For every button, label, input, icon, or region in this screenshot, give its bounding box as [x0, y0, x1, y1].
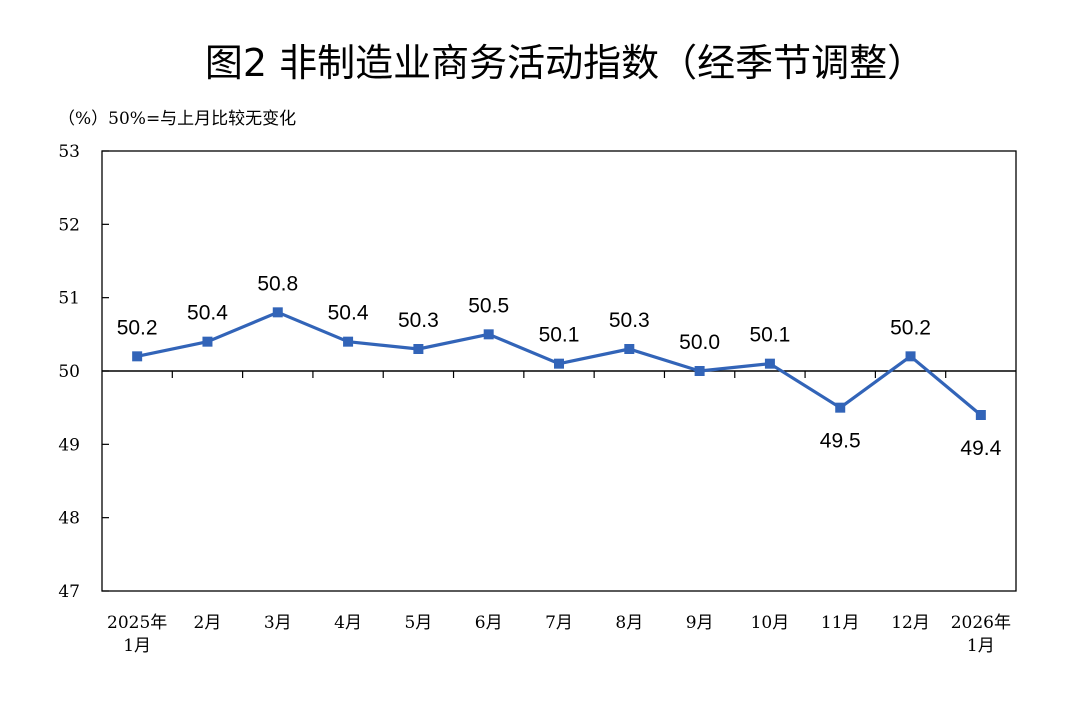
data-point-marker [835, 402, 846, 413]
data-point-marker [202, 336, 213, 347]
unit-note: （%）50%=与上月比较无变化 [58, 109, 296, 129]
y-tick-label: 48 [58, 509, 80, 529]
x-tick-label: 9月 [686, 613, 714, 633]
y-tick-label: 47 [58, 582, 80, 602]
data-label: 50.1 [539, 324, 580, 347]
data-labels: 50.2 50.4 50.8 50.4 50.3 50.5 50.1 50.3 50.0 50.1… [117, 272, 1002, 460]
y-tick-label: 53 [58, 142, 80, 162]
x-tick-label: 11月 [821, 613, 860, 633]
data-point-marker [132, 351, 143, 362]
x-tick-label: 3月 [264, 613, 292, 633]
data-label: 49.4 [960, 437, 1001, 460]
y-axis: 47 48 49 50 51 52 53 [58, 142, 109, 602]
data-label: 49.5 [820, 430, 861, 453]
x-tick-label: 10月 [751, 613, 790, 633]
data-point-marker [413, 344, 424, 354]
data-label: 50.2 [117, 316, 158, 339]
data-label: 50.5 [468, 294, 509, 317]
data-point-marker [694, 366, 705, 376]
markers [132, 307, 986, 420]
data-point-marker [483, 329, 494, 340]
data-point-marker [272, 307, 283, 318]
data-label: 50.3 [609, 309, 650, 332]
chart-title: 图2 非制造业商务活动指数（经季节调整） [205, 41, 925, 85]
y-tick-label: 49 [58, 435, 80, 455]
x-tick-label: 7月 [545, 613, 573, 633]
data-point-marker [554, 358, 564, 369]
x-tick-label: 4月 [334, 613, 362, 633]
y-tick-label: 52 [58, 215, 80, 235]
y-tick-label: 51 [58, 289, 80, 309]
data-label: 50.1 [749, 324, 790, 347]
data-label: 50.0 [679, 331, 720, 354]
data-label: 50.2 [890, 316, 931, 339]
x-tick-label: 2月 [194, 613, 222, 633]
data-point-marker [764, 358, 775, 369]
x-tick-label: 2026年 1月 [951, 613, 1011, 656]
y-tick-label: 50 [58, 362, 80, 382]
data-point-marker [975, 410, 986, 420]
data-label: 50.4 [328, 302, 369, 325]
x-tick-label: 2025年 1月 [107, 613, 167, 656]
x-tick-label: 6月 [475, 613, 503, 633]
data-point-marker [905, 351, 916, 362]
data-point-marker [624, 344, 635, 354]
data-label: 50.4 [187, 302, 228, 325]
data-label: 50.8 [257, 272, 298, 295]
x-axis: 2025年 1月 2月 3月 4月 5月 6月 7月 8月 9月 10月 11月 12月 2026年 1月 [107, 371, 1011, 656]
data-point-marker [343, 336, 354, 347]
x-tick-label: 12月 [891, 613, 930, 633]
x-tick-label: 5月 [404, 613, 432, 633]
x-tick-label: 8月 [615, 613, 643, 633]
data-label: 50.3 [398, 309, 439, 332]
